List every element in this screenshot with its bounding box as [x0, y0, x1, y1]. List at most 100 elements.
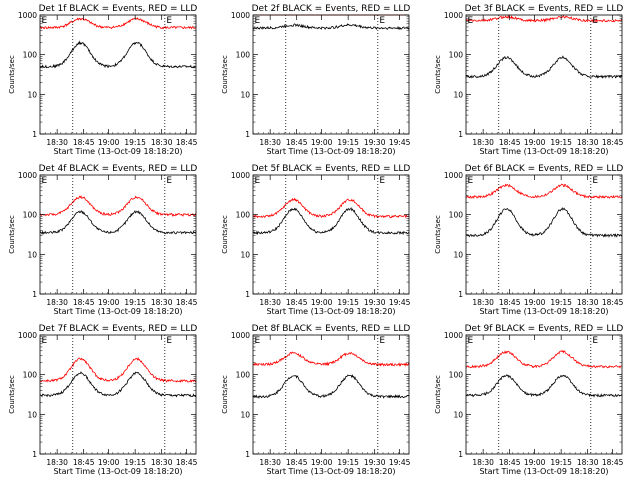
x-tick-label: 18:45 — [73, 298, 95, 307]
y-tick-label: 1 — [458, 290, 463, 299]
x-tick-label: 19:00 — [98, 138, 120, 147]
y-tick-label: 10 — [453, 90, 463, 99]
marker-label: E — [468, 176, 474, 186]
y-tick-label: 10 — [27, 250, 37, 259]
y-tick-label: 1000 — [18, 171, 37, 180]
series-line-events — [39, 209, 197, 235]
series-line-lld — [39, 16, 197, 30]
y-tick-label: 100 — [449, 371, 464, 380]
chart-title: Det 9f BLACK = Events, RED = LLD — [465, 324, 624, 334]
x-tick-label: 19:00 — [524, 298, 546, 307]
y-tick-label: 1 — [245, 130, 250, 139]
y-tick-label: 1000 — [444, 331, 463, 340]
series-line-events — [252, 207, 410, 236]
x-tick-label: 18:45 — [286, 298, 308, 307]
y-axis-label: Counts/sec — [221, 375, 229, 414]
y-tick-label: 10 — [240, 90, 250, 99]
x-tick-label: 19:45 — [389, 138, 411, 147]
x-tick-label: 18:30 — [472, 298, 494, 307]
x-tick-label: 18:45 — [602, 458, 624, 467]
x-tick-label: 18:45 — [73, 458, 95, 467]
chart-panel-8: Det 8f BLACK = Events, RED = LLD E E 1 10 100… — [221, 324, 411, 476]
x-tick-label: 18:30 — [259, 298, 281, 307]
series-line-events — [465, 374, 623, 398]
x-tick-label: 18:45 — [499, 298, 521, 307]
x-tick-label: 19:15 — [124, 298, 146, 307]
series-line-events — [465, 206, 623, 238]
x-axis-label: Start Time (13-Oct-09 18:18:20) — [479, 467, 608, 476]
marker-label: E — [468, 336, 474, 346]
marker-label: E — [42, 176, 48, 186]
x-tick-label: 18:30 — [46, 458, 68, 467]
marker-label: E — [255, 176, 261, 186]
y-tick-label: 100 — [23, 371, 38, 380]
x-tick-label: 19:00 — [524, 458, 546, 467]
y-tick-label: 1 — [245, 290, 250, 299]
series-line-events — [252, 23, 410, 31]
x-tick-label: 19:00 — [98, 298, 120, 307]
plot-frame — [252, 14, 410, 135]
x-tick-label: 19:00 — [98, 458, 120, 467]
x-tick-label: 19:15 — [550, 138, 572, 147]
chart-title: Det 3f BLACK = Events, RED = LLD — [465, 4, 624, 14]
chart-panel-3: Det 3f BLACK = Events, RED = LLD E E 1 10 100… — [434, 4, 624, 156]
x-axis-label: Start Time (13-Oct-09 18:18:20) — [53, 147, 182, 156]
series-line-events — [465, 55, 623, 79]
plot-frame — [465, 334, 623, 455]
marker-label: E — [379, 176, 385, 186]
y-tick-label: 10 — [240, 410, 250, 419]
chart-panel-6: Det 6f BLACK = Events, RED = LLD E E 1 10 100… — [434, 164, 624, 316]
chart-panel-2: Det 2f BLACK = Events, RED = LLD E E 1 10 100… — [221, 4, 411, 156]
marker-label: E — [42, 16, 48, 26]
x-tick-label: 18:30 — [46, 138, 68, 147]
y-tick-label: 1000 — [444, 171, 463, 180]
marker-label: E — [166, 176, 172, 186]
y-tick-label: 10 — [453, 410, 463, 419]
marker-label: E — [379, 336, 385, 346]
y-tick-label: 100 — [236, 51, 251, 60]
series-line-lld — [465, 14, 623, 24]
x-tick-label: 18:30 — [577, 298, 599, 307]
x-tick-label: 18:45 — [286, 138, 308, 147]
y-axis-label: Counts/sec — [8, 55, 16, 94]
series-line-lld — [39, 195, 197, 217]
chart-title: Det 1f BLACK = Events, RED = LLD — [39, 4, 198, 14]
chart-panel-1: Det 1f BLACK = Events, RED = LLD E E 1 10 100… — [8, 4, 198, 156]
marker-label: E — [468, 16, 474, 26]
series-line-lld — [252, 197, 410, 219]
y-axis-label: Counts/sec — [8, 375, 16, 414]
series-line-lld — [39, 356, 197, 383]
plot-frame — [252, 174, 410, 295]
plot-frame — [39, 14, 197, 135]
x-tick-label: 19:15 — [124, 458, 146, 467]
series-line-lld — [465, 349, 623, 369]
y-tick-label: 1000 — [18, 331, 37, 340]
y-tick-label: 100 — [236, 371, 251, 380]
x-axis-label: Start Time (13-Oct-09 18:18:20) — [53, 307, 182, 316]
y-tick-label: 100 — [236, 211, 251, 220]
y-tick-label: 10 — [453, 250, 463, 259]
marker-label: E — [592, 176, 598, 186]
x-axis-label: Start Time (13-Oct-09 18:18:20) — [266, 467, 395, 476]
x-tick-label: 18:30 — [151, 138, 173, 147]
chart-title: Det 7f BLACK = Events, RED = LLD — [39, 324, 198, 334]
x-tick-label: 19:30 — [364, 458, 386, 467]
y-tick-label: 100 — [23, 211, 38, 220]
x-tick-label: 18:45 — [176, 458, 198, 467]
x-tick-label: 18:30 — [577, 138, 599, 147]
x-tick-label: 18:45 — [286, 458, 308, 467]
x-tick-label: 19:15 — [550, 298, 572, 307]
x-tick-label: 19:15 — [550, 458, 572, 467]
chart-panel-9: Det 9f BLACK = Events, RED = LLD E E 1 10 100… — [434, 324, 624, 476]
x-tick-label: 19:00 — [524, 138, 546, 147]
y-tick-label: 10 — [240, 250, 250, 259]
y-tick-label: 1000 — [231, 11, 250, 20]
x-tick-label: 19:00 — [311, 298, 333, 307]
x-axis-label: Start Time (13-Oct-09 18:18:20) — [479, 307, 608, 316]
chart-title: Det 8f BLACK = Events, RED = LLD — [252, 324, 411, 334]
x-axis-label: Start Time (13-Oct-09 18:18:20) — [53, 467, 182, 476]
x-tick-label: 18:45 — [499, 458, 521, 467]
marker-label: E — [592, 16, 598, 26]
x-tick-label: 18:45 — [602, 138, 624, 147]
y-tick-label: 100 — [23, 51, 38, 60]
